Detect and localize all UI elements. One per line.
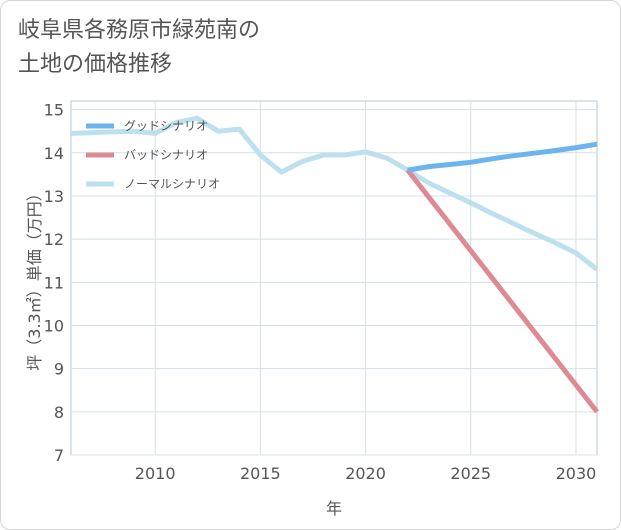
y-axis-label: 坪（3.3㎡）単価（万円）	[25, 185, 44, 370]
y-tick-label-12: 12	[44, 230, 64, 249]
y-tick-label-8: 8	[54, 403, 64, 422]
x-tick-label-2020: 2020	[345, 464, 386, 483]
x-axis-label: 年	[326, 499, 342, 518]
legend-label-1: バッドシナリオ	[124, 148, 208, 162]
title-line-1: 岐阜県各務原市緑苑南の	[18, 18, 261, 43]
y-tick-label-15: 15	[44, 101, 64, 120]
y-tick-label-9: 9	[54, 360, 64, 379]
y-tick-label-11: 11	[44, 273, 64, 292]
y-gridlines	[71, 109, 597, 456]
chart-title: 岐阜県各務原市緑苑南の 土地の価格推移	[18, 14, 438, 82]
x-tick-label-2025: 2025	[450, 464, 491, 483]
y-tick-label-7: 7	[54, 446, 64, 465]
series-layer	[70, 115, 599, 414]
series-line-0	[407, 141, 598, 173]
legend-label-2: ノーマルシナリオ	[124, 177, 220, 191]
y-tick-labels: 7 8 9 10 11 12 13 14 15	[44, 101, 64, 465]
y-tick-label-14: 14	[44, 144, 64, 163]
series-line-1	[405, 168, 599, 414]
title-line-2: 土地の価格推移	[18, 52, 173, 77]
y-tick-label-10: 10	[44, 316, 64, 335]
x-tick-label-2010: 2010	[135, 464, 176, 483]
x-tick-label-2030: 2030	[556, 464, 597, 483]
plot-area	[70, 100, 598, 456]
x-tick-labels: 2010 2015 2020 2025 2030	[135, 464, 597, 483]
legend-label-0: グッドシナリオ	[124, 119, 208, 133]
series-line-2	[70, 115, 599, 272]
x-gridlines	[154, 101, 577, 455]
x-tick-label-2015: 2015	[240, 464, 281, 483]
y-tick-label-13: 13	[44, 187, 64, 206]
